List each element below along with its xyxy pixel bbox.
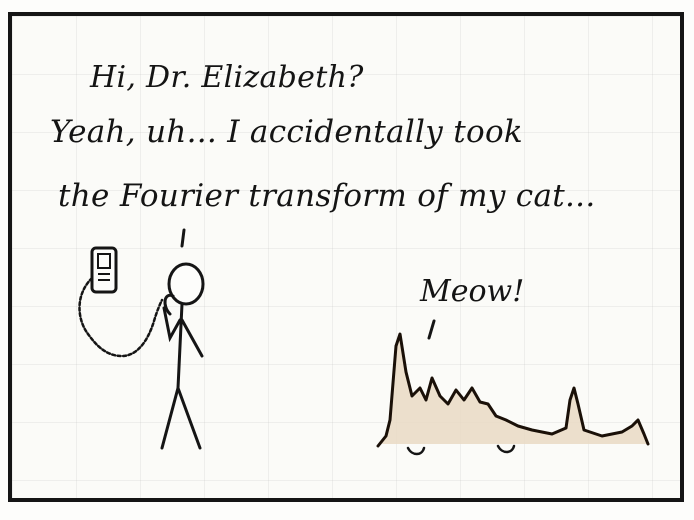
comic-panel: Hi, Dr. Elizabeth? Yeah, uh... I acciden… (8, 12, 684, 502)
spectrum-squiggle-2 (498, 446, 514, 452)
comic-illustration (12, 16, 684, 502)
speech-tail (182, 230, 184, 246)
stick-figure (162, 264, 203, 448)
phone-base-icon (92, 248, 116, 292)
spectrum-squiggle-1 (408, 448, 424, 454)
meow-tail (429, 321, 434, 338)
